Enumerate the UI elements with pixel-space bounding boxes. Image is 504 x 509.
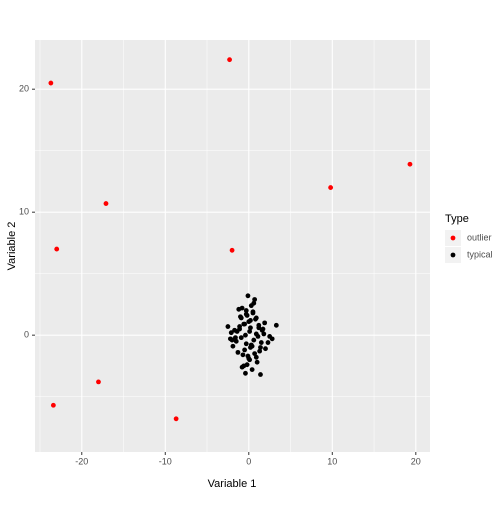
point [253,315,259,321]
point [96,379,101,385]
point [227,57,232,63]
point [258,345,263,350]
point [225,324,231,329]
legend-label: typical [467,249,493,259]
panel [35,40,430,452]
point [251,300,257,306]
point [240,352,246,358]
point [173,416,179,422]
point [241,363,247,369]
point [248,318,253,323]
point [245,353,251,359]
point [273,322,279,328]
point [267,333,273,339]
point [248,345,253,350]
point [229,337,235,343]
point [103,201,109,206]
legend-marker [450,252,456,258]
x-tick-label: -20 [75,456,88,466]
point [242,321,248,327]
x-tick-label: 10 [327,456,337,466]
point [238,335,244,341]
point [233,338,239,344]
point [248,325,253,331]
point [234,329,240,334]
point [233,335,238,341]
point [229,247,235,253]
y-tick-label: 10 [19,207,29,217]
legend-label: outlier [467,232,492,242]
point [407,161,413,167]
point [257,348,263,354]
point [243,341,249,347]
point [252,297,258,302]
point [243,308,249,313]
point [328,185,334,190]
point [260,326,266,332]
point [237,324,242,329]
point [247,357,253,363]
point [54,246,60,252]
point [265,340,271,345]
x-tick-label: 20 [411,456,421,466]
legend-title: Type [445,213,469,225]
point [256,325,262,331]
y-tick-label: 20 [19,84,29,94]
point [253,331,259,337]
y-axis-label: Variable 2 [6,222,18,271]
point [243,311,249,317]
point [247,329,253,334]
point [242,347,248,353]
point [254,359,260,365]
point [249,367,255,372]
point [252,351,258,357]
point [230,343,236,349]
point [251,337,257,343]
x-tick-label: 0 [246,456,251,466]
point [50,402,56,408]
point [263,346,268,352]
point [253,354,259,360]
point [48,80,54,86]
point [228,330,234,336]
point [238,314,243,320]
point [258,372,263,377]
point [243,332,248,338]
x-tick-label: -10 [159,456,172,466]
y-tick-label: 0 [24,330,29,340]
point [239,305,245,311]
legend-marker [450,235,456,241]
point [262,320,268,326]
point [243,370,248,376]
point [245,293,251,299]
x-axis-label: Variable 1 [208,478,257,490]
point [261,331,267,337]
point [250,309,256,315]
point [258,340,264,345]
point [235,349,241,355]
